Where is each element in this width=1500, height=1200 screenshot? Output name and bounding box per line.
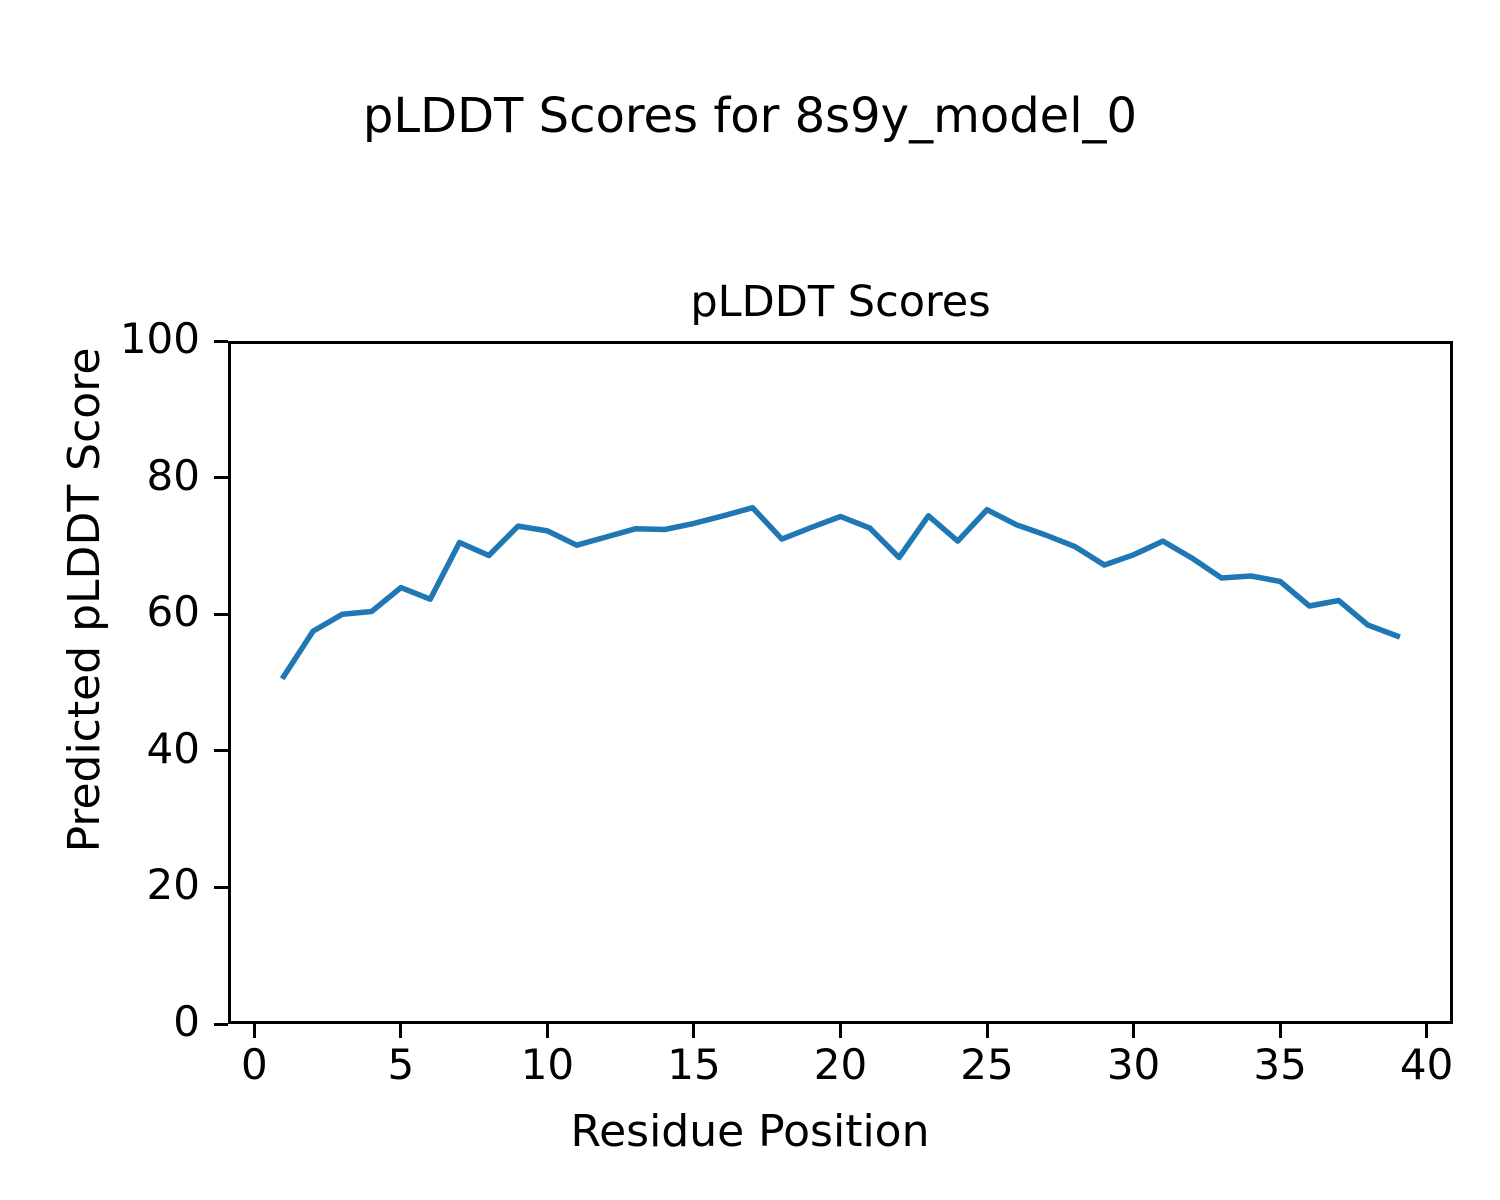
x-tick: [399, 1024, 403, 1038]
line-chart: [279, 504, 1401, 681]
x-tick-label: 25: [960, 1040, 1014, 1089]
x-tick: [1278, 1024, 1282, 1038]
x-tick: [545, 1024, 549, 1038]
y-tick: [214, 612, 228, 616]
y-tick: [214, 749, 228, 753]
x-tick-label: 0: [241, 1040, 268, 1089]
x-tick-label: 35: [1253, 1040, 1307, 1089]
x-axis-label: Residue Position: [570, 1106, 930, 1157]
figure-title: pLDDT Scores for 8s9y_model_0: [362, 88, 1138, 144]
x-tick-label: 10: [520, 1040, 575, 1089]
y-tick: [214, 476, 228, 480]
y-tick: [214, 339, 228, 343]
y-tick-label: 60: [146, 587, 200, 637]
y-tick: [214, 885, 228, 889]
axes-title: pLDDT Scores: [690, 277, 991, 327]
y-tick-label: 80: [146, 450, 200, 500]
x-tick: [692, 1024, 696, 1038]
x-tick-label: 20: [813, 1040, 868, 1089]
y-axis-label: Predicted pLDDT Score: [59, 347, 110, 853]
x-tick: [839, 1024, 842, 1038]
y-tick-label: 100: [119, 314, 200, 363]
y-tick: [214, 1022, 228, 1026]
x-tick: [1132, 1024, 1136, 1038]
plot-area: [228, 341, 1453, 1024]
x-tick-label: 5: [387, 1040, 415, 1089]
x-tick-label: 30: [1106, 1040, 1161, 1089]
y-tick-label: 20: [146, 860, 200, 910]
x-tick-label: 15: [667, 1040, 721, 1089]
y-tick-label: 0: [173, 997, 200, 1046]
plddt-line-series: [279, 504, 1401, 681]
x-tick-label: 40: [1399, 1040, 1454, 1089]
x-tick: [985, 1024, 989, 1038]
y-tick-label: 40: [146, 723, 200, 773]
x-tick: [1425, 1024, 1429, 1038]
x-tick: [252, 1024, 256, 1038]
